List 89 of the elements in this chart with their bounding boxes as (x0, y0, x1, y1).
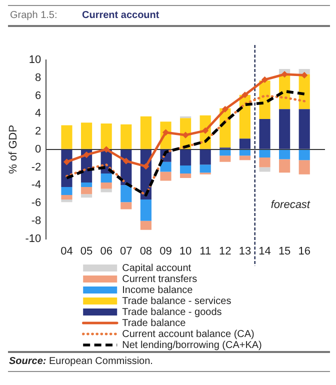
legend-label: Current account balance (CA) (122, 328, 254, 340)
bar (220, 156, 231, 162)
bar (180, 150, 192, 166)
x-tick-label: 16 (298, 245, 310, 258)
legend-label: Trade balance - services (122, 296, 232, 307)
bar (140, 199, 152, 221)
bar (100, 188, 112, 192)
y-axis-title: % of GDP (8, 124, 20, 174)
source-note: Source: European Commission. (9, 356, 153, 367)
point (261, 76, 268, 83)
bar (279, 159, 290, 173)
bar (61, 186, 72, 195)
x-tick-label: 04 (60, 245, 73, 258)
bar (259, 150, 270, 158)
point (182, 132, 189, 138)
point (222, 106, 228, 112)
y-tick-label: 8 (34, 72, 42, 84)
bar (61, 125, 72, 149)
bar (279, 109, 290, 149)
caption: Graph 1.5: (10, 10, 58, 21)
y-tick-label: -6 (31, 197, 42, 210)
bar (259, 157, 270, 168)
x-tick-label: 05 (80, 245, 93, 258)
bar (120, 185, 132, 202)
x-tick-label: 09 (160, 245, 172, 258)
y-tick-label: 0 (34, 143, 42, 156)
bar (298, 160, 310, 174)
bar (140, 116, 152, 149)
bar (100, 123, 112, 149)
x-tick-label: 12 (219, 245, 232, 258)
y-tick-label: 4 (34, 108, 42, 120)
x-tick-label: 08 (140, 245, 152, 258)
bar (80, 194, 92, 198)
bar (239, 138, 251, 149)
x-tick-label: 15 (278, 245, 291, 258)
x-tick-label: 11 (200, 245, 212, 258)
x-tick-label: 14 (258, 245, 271, 258)
bar (298, 109, 310, 149)
bar (298, 150, 310, 160)
point (242, 92, 248, 98)
point (83, 151, 90, 158)
bar (180, 165, 192, 174)
point (142, 163, 150, 170)
bar (160, 172, 172, 181)
legend-label: Net lending/borrowing (CA+KA) (122, 340, 262, 351)
bar (140, 220, 152, 230)
y-tick-label: 2 (34, 126, 42, 138)
bar (80, 186, 92, 194)
point (63, 158, 70, 166)
y-tick-label: -4 (31, 179, 42, 192)
point (202, 127, 209, 134)
y-tick-label: -10 (25, 232, 42, 245)
legend-label: Trade balance (122, 318, 186, 329)
x-tick-label: 06 (100, 245, 112, 258)
x-tick-label: 07 (120, 245, 132, 258)
bar (120, 124, 132, 149)
point (301, 72, 308, 78)
y-tick-label: 6 (34, 90, 42, 102)
bar (160, 162, 172, 172)
y-tick-label: -8 (31, 214, 42, 227)
bar (239, 150, 251, 156)
y-tick-label: 10 (28, 54, 42, 66)
bar (61, 194, 72, 200)
bar (200, 150, 211, 165)
bar (80, 182, 92, 187)
bar (259, 167, 270, 172)
ref-line-label: forecast (270, 198, 311, 211)
bar (61, 199, 72, 202)
bar (220, 150, 231, 156)
point (103, 146, 110, 153)
bar (120, 202, 132, 210)
point (281, 71, 288, 78)
y-tick-label: -2 (31, 161, 42, 174)
x-tick-label: 10 (179, 245, 192, 258)
bar (180, 174, 192, 178)
legend-label: Trade balance - goods (122, 306, 222, 318)
bar (239, 156, 251, 160)
legend-label: Income balance (122, 284, 194, 296)
point (122, 158, 130, 164)
bar (80, 122, 92, 149)
legend-label: Current transfers (122, 274, 198, 285)
bar (100, 182, 112, 189)
legend-label: Capital account (122, 262, 192, 274)
bar (259, 119, 270, 149)
x-tick-label: 13 (238, 245, 252, 258)
bar (200, 164, 211, 173)
bar (279, 150, 290, 160)
chart-title: Current account (82, 10, 160, 21)
bar (100, 174, 112, 182)
